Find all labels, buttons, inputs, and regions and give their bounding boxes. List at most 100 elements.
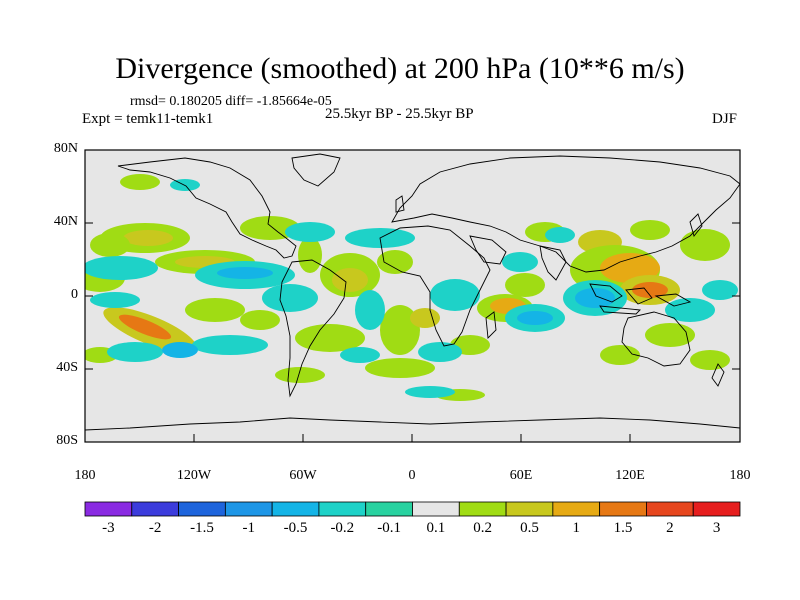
lat-label-80s: 80S — [56, 433, 78, 448]
coast-antarctica — [85, 417, 740, 431]
field-patch — [262, 284, 318, 312]
field-patch — [380, 305, 420, 355]
field-patch — [85, 256, 158, 280]
colorbar-swatch — [84, 501, 133, 517]
colorbar-swatch — [224, 501, 273, 517]
field-patch — [410, 308, 440, 328]
stats-text: rmsd= 0.180205 diff= -1.85664e-05 — [130, 94, 332, 109]
field-patch — [295, 324, 365, 352]
field-patch — [405, 386, 455, 398]
season-label: DJF — [712, 111, 738, 127]
field-patch — [418, 342, 462, 362]
field-patch — [90, 233, 130, 257]
coast-australia — [621, 311, 691, 367]
coast-maritime-continent — [589, 283, 692, 315]
plot-title: Divergence (smoothed) at 200 hPa (10**6 … — [115, 52, 685, 85]
colorbar-label: -2 — [148, 520, 162, 536]
field-patch — [240, 310, 280, 330]
colorbar-swatch — [178, 501, 226, 517]
colorbar-swatch — [458, 501, 507, 517]
field-patch — [107, 342, 163, 362]
colorbar-label: 1.5 — [613, 520, 633, 536]
map-ticks — [84, 149, 741, 443]
lon-label-180e: 180 — [729, 468, 751, 483]
lon-label-60w: 60W — [289, 468, 317, 483]
colorbar-label: -0.1 — [377, 520, 401, 536]
field-patch — [332, 268, 368, 292]
field-patch — [118, 314, 172, 340]
colorbar-label: 0.1 — [426, 520, 446, 536]
field-patch — [120, 174, 160, 190]
lon-label-120e: 120E — [615, 468, 645, 483]
lat-label-40n: 40N — [53, 214, 78, 229]
colorbar-swatch — [505, 501, 554, 517]
coast-greenland — [291, 153, 341, 187]
colorbar-label: -3 — [102, 520, 115, 536]
colorbar-swatch — [318, 501, 367, 517]
colorbar-swatch — [692, 501, 741, 517]
field-patch — [680, 229, 730, 261]
field-patch — [632, 282, 668, 298]
field-patch — [630, 220, 670, 240]
coast-india — [539, 245, 567, 281]
field-patch — [90, 292, 140, 308]
field-patch — [298, 237, 322, 273]
field-patch — [430, 279, 480, 311]
colorbar-swatch — [365, 501, 413, 517]
field-patch — [123, 230, 173, 246]
field-patch — [275, 367, 325, 383]
coast-japan — [689, 213, 703, 237]
coast-north-america — [117, 157, 297, 259]
coast-eurasia — [391, 155, 740, 273]
field-patch — [502, 252, 538, 272]
lon-label-0: 0 — [408, 468, 416, 483]
lat-label-0: 0 — [71, 287, 78, 302]
colorbar-label: -0.5 — [283, 520, 308, 536]
field-patch — [162, 342, 198, 358]
coast-british-isles — [395, 195, 405, 213]
lon-label-180w: 180 — [74, 468, 96, 483]
field-patch — [690, 350, 730, 370]
coast-south-america — [279, 259, 347, 398]
field-patch — [240, 216, 300, 240]
lat-label-40s: 40S — [56, 360, 78, 375]
colorbar-label: 1 — [572, 520, 581, 536]
field-patch — [645, 323, 695, 347]
colorbar-swatch — [599, 501, 647, 517]
colorbar-swatch — [271, 501, 320, 517]
colorbar-label: 0.2 — [473, 520, 493, 536]
field-patch — [505, 273, 545, 297]
colorbar-label: 2 — [666, 520, 674, 536]
field-patch — [600, 345, 640, 365]
field-patch — [285, 222, 335, 242]
coast-madagascar — [485, 311, 497, 339]
field-patch — [545, 227, 575, 243]
field-patch — [217, 267, 273, 279]
field-patch — [185, 298, 245, 322]
colorbar-swatch — [412, 501, 460, 517]
experiment-label: Expt = temk11-temk1 — [82, 111, 214, 127]
field-patch — [192, 335, 268, 355]
colorbar-label: -1 — [242, 520, 256, 536]
field-patch — [517, 311, 553, 325]
field-patch — [365, 358, 435, 378]
colorbar — [84, 501, 741, 517]
lon-label-60e: 60E — [509, 468, 533, 483]
field-patch — [340, 347, 380, 363]
field-patch — [377, 250, 413, 274]
field-patch — [355, 290, 385, 330]
field-patch — [702, 280, 738, 300]
divergence-field — [85, 174, 738, 401]
colorbar-label: -1.5 — [190, 520, 214, 536]
coast-new-zealand — [711, 363, 725, 387]
field-patch — [575, 288, 615, 308]
coast-africa — [379, 225, 491, 347]
colorbar-label: -0.2 — [330, 520, 355, 536]
colorbar-label: 0.5 — [520, 520, 539, 536]
lon-label-120w: 120W — [176, 468, 212, 483]
colorbar-swatch — [646, 501, 694, 517]
period-label: 25.5kyr BP - 25.5kyr BP — [325, 106, 474, 122]
colorbar-swatch — [552, 501, 601, 517]
field-patch — [665, 298, 715, 322]
